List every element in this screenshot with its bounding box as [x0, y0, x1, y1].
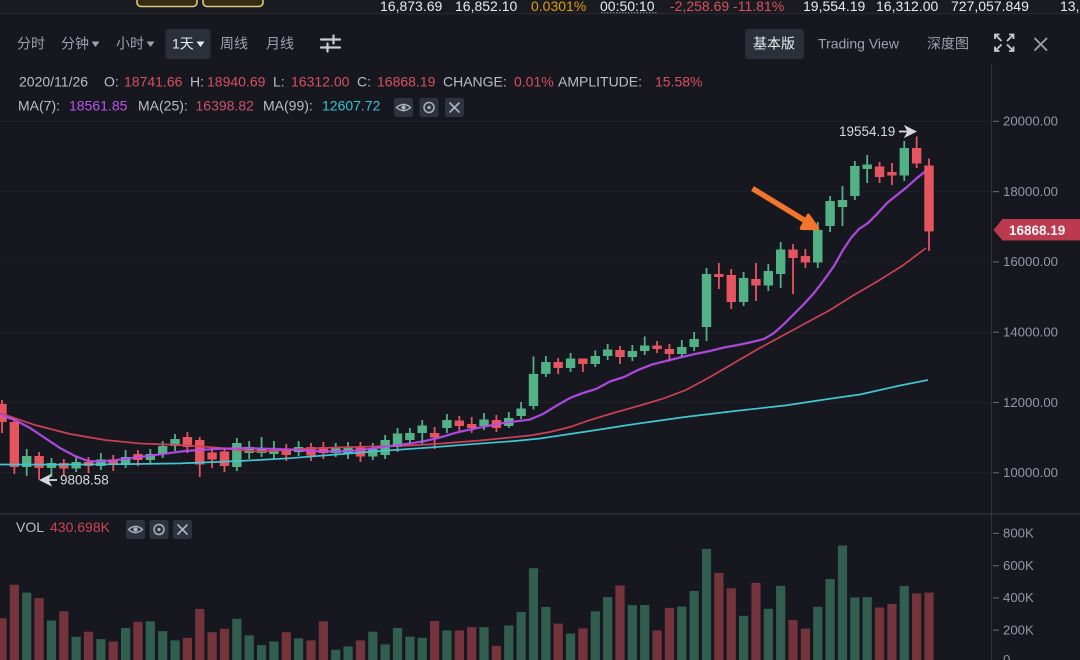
svg-text:10000.00: 10000.00 — [1003, 465, 1058, 480]
svg-text:15.58%: 15.58% — [655, 74, 702, 90]
svg-text:16868.19: 16868.19 — [377, 74, 436, 90]
svg-text:12000.00: 12000.00 — [1003, 395, 1058, 410]
svg-text:0.01%: 0.01% — [514, 74, 554, 90]
svg-text:月线: 月线 — [266, 36, 294, 52]
svg-text:18940.69: 18940.69 — [207, 74, 266, 90]
svg-text:16398.82: 16398.82 — [196, 98, 255, 114]
svg-text:727,057.849: 727,057.849 — [951, 0, 1029, 14]
svg-text:1天: 1天 — [172, 36, 194, 52]
svg-text:12607.72: 12607.72 — [322, 98, 381, 114]
svg-text:VOL: VOL — [16, 519, 44, 535]
svg-text:2020/11/26: 2020/11/26 — [19, 74, 88, 90]
svg-text:分时: 分时 — [17, 36, 45, 52]
svg-text:19,554.19: 19,554.19 — [803, 0, 865, 14]
svg-text:CHANGE:: CHANGE: — [443, 74, 507, 90]
svg-text:18561.85: 18561.85 — [69, 98, 128, 114]
svg-text:16,873.69: 16,873.69 — [380, 0, 442, 14]
svg-text:16868.19: 16868.19 — [1009, 223, 1065, 238]
svg-text:O:: O: — [104, 74, 119, 90]
svg-text:430.698K: 430.698K — [50, 519, 111, 535]
svg-text:18000.00: 18000.00 — [1003, 184, 1058, 199]
svg-text:MA(99):: MA(99): — [263, 98, 313, 114]
svg-text:深度图: 深度图 — [927, 36, 969, 52]
svg-text:L:: L: — [273, 74, 285, 90]
svg-text:16000.00: 16000.00 — [1003, 254, 1058, 269]
svg-text:MA(25):: MA(25): — [138, 98, 188, 114]
svg-text:0: 0 — [1003, 652, 1010, 660]
svg-text:0.0301%: 0.0301% — [531, 0, 586, 14]
svg-text:Trading View: Trading View — [818, 36, 900, 52]
svg-text:18741.66: 18741.66 — [124, 74, 183, 90]
svg-text:小时: 小时 — [116, 36, 144, 52]
svg-text:19554.19: 19554.19 — [839, 124, 895, 139]
svg-text:200K: 200K — [1003, 623, 1034, 638]
svg-text:分钟: 分钟 — [61, 36, 89, 52]
svg-text:400K: 400K — [1003, 590, 1034, 605]
svg-text:H:: H: — [190, 74, 204, 90]
svg-text:600K: 600K — [1003, 558, 1034, 573]
svg-text:基本版: 基本版 — [753, 36, 795, 52]
svg-text:800K: 800K — [1003, 526, 1034, 541]
svg-text:周线: 周线 — [220, 36, 248, 52]
svg-text:16,852.10: 16,852.10 — [455, 0, 517, 14]
svg-text:9808.58: 9808.58 — [60, 473, 109, 488]
svg-text:20000.00: 20000.00 — [1003, 114, 1058, 129]
svg-text:-2,258.69 -11.81%: -2,258.69 -11.81% — [670, 0, 784, 14]
svg-text:13,23: 13,23 — [1060, 0, 1080, 14]
svg-text:MA(7):: MA(7): — [18, 98, 60, 114]
svg-text:C:: C: — [357, 74, 371, 90]
svg-text:16,312.00: 16,312.00 — [876, 0, 938, 14]
svg-text:16312.00: 16312.00 — [291, 74, 350, 90]
svg-text:14000.00: 14000.00 — [1003, 325, 1058, 340]
svg-text:AMPLITUDE:: AMPLITUDE: — [558, 74, 642, 90]
svg-text:00:50:10: 00:50:10 — [600, 0, 655, 14]
